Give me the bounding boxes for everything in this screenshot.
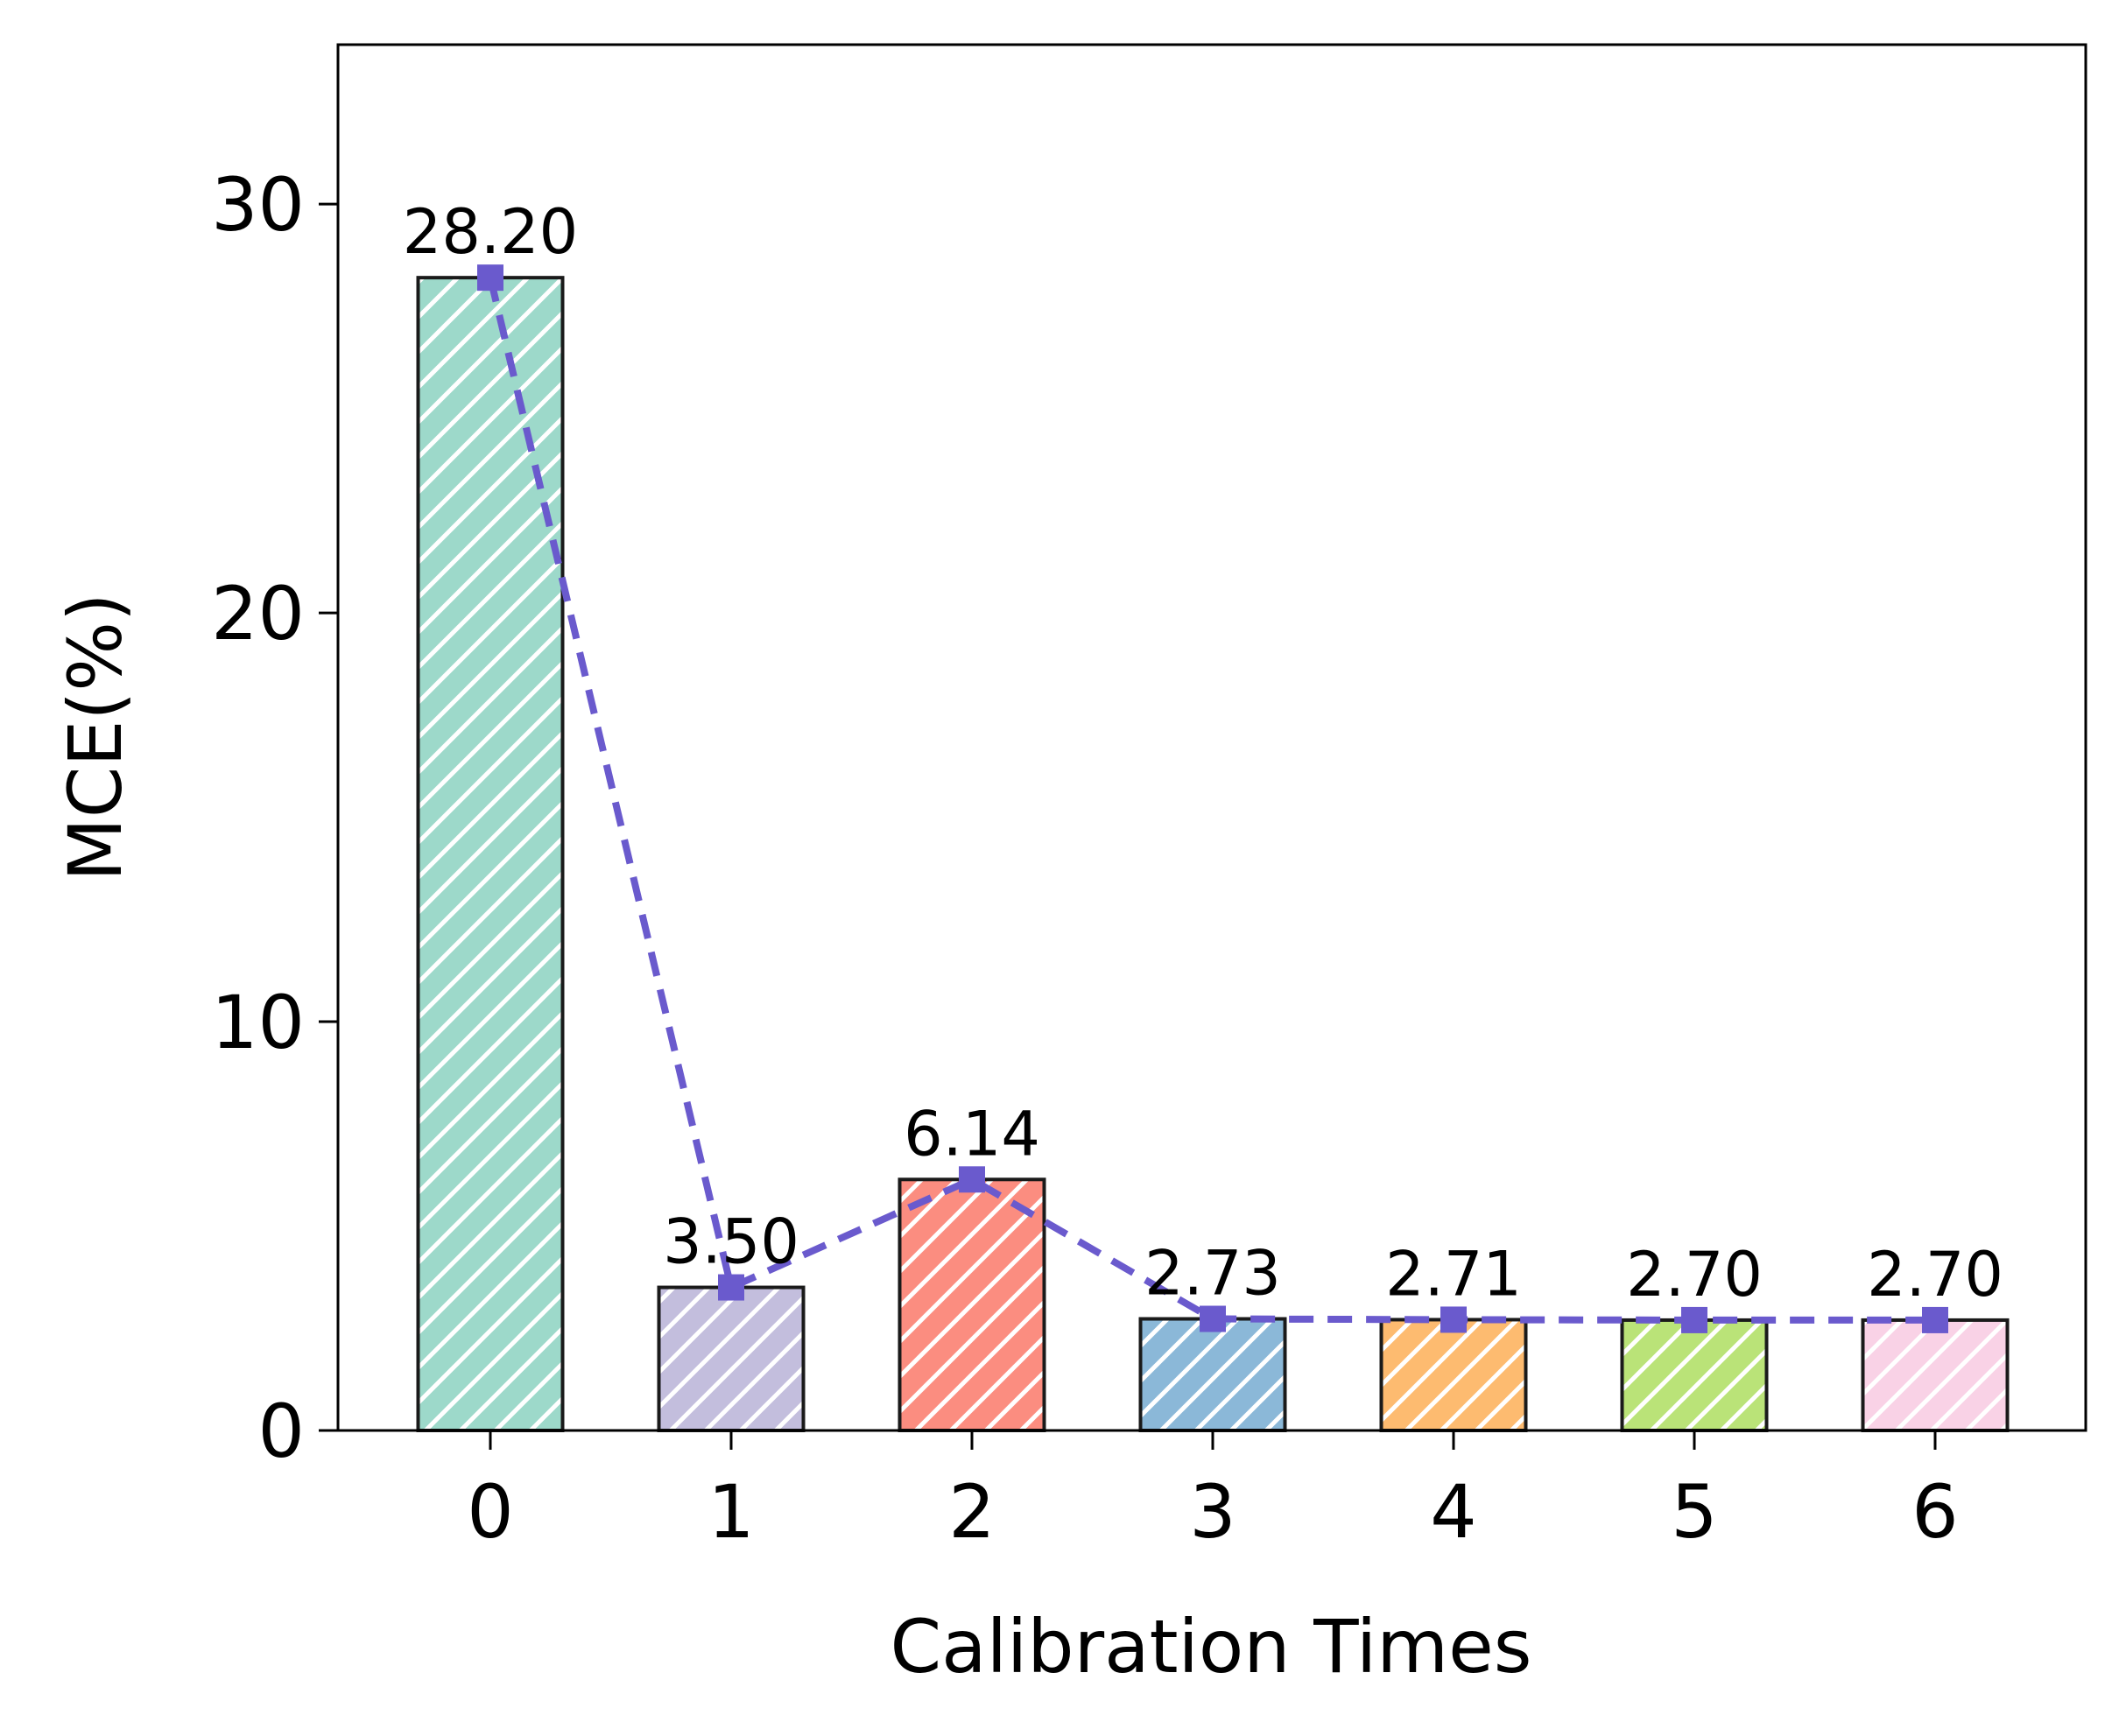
trend-marker-2 — [959, 1166, 985, 1193]
data-labels-layer: 28.20 3.50 6.14 2.73 2.71 2.70 2.70 — [403, 196, 2003, 1311]
trend-marker-5 — [1681, 1306, 1707, 1333]
data-label-3: 2.73 — [1144, 1238, 1281, 1310]
y-tick-label-0: 0 — [258, 1388, 305, 1474]
bar-hatch — [1140, 1318, 1285, 1430]
bar-6 — [1861, 1318, 2010, 1433]
y-tick-label-10: 10 — [211, 980, 305, 1065]
data-label-5: 2.70 — [1626, 1239, 1763, 1311]
x-tick-label-3: 3 — [1189, 1469, 1235, 1555]
bar-5 — [1620, 1318, 1769, 1433]
trend-marker-0 — [477, 264, 503, 292]
x-axis-title: Calibration Times — [890, 1604, 1531, 1690]
x-tick-label-1: 1 — [708, 1469, 754, 1555]
bar-hatch — [418, 278, 563, 1430]
y-axis-title: MCE(%) — [53, 593, 138, 882]
bar-2 — [898, 1177, 1046, 1432]
x-tick-label-4: 4 — [1430, 1469, 1476, 1555]
bar-0 — [416, 276, 565, 1433]
x-tick-label-5: 5 — [1671, 1469, 1717, 1555]
trend-marker-6 — [1922, 1306, 1948, 1333]
trend-line — [487, 277, 1935, 1324]
bar-hatch — [1381, 1319, 1526, 1430]
trend-line-layer — [477, 264, 1948, 1333]
bar-3 — [1138, 1317, 1287, 1432]
bar-1 — [657, 1285, 806, 1433]
y-tick-label-20: 20 — [211, 571, 305, 657]
data-label-6: 2.70 — [1867, 1239, 2003, 1311]
bar-hatch — [1862, 1319, 2008, 1430]
bar-hatch — [658, 1287, 804, 1430]
y-tick-label-30: 30 — [211, 162, 305, 248]
x-tick-label-6: 6 — [1911, 1469, 1958, 1555]
x-tick-label-2: 2 — [948, 1469, 995, 1555]
data-label-0: 28.20 — [403, 196, 578, 268]
trend-marker-3 — [1200, 1305, 1226, 1332]
bar-hatch — [1622, 1319, 1767, 1430]
data-label-4: 2.71 — [1385, 1238, 1522, 1310]
x-tick-label-0: 0 — [467, 1469, 513, 1555]
y-axis: 0 10 20 30 — [211, 162, 338, 1474]
bar-hatch — [899, 1179, 1045, 1430]
data-label-2: 6.14 — [904, 1098, 1040, 1170]
bar-4 — [1379, 1318, 1528, 1432]
x-axis: 0 1 2 3 4 5 6 — [467, 1430, 1959, 1555]
trend-marker-1 — [718, 1274, 744, 1301]
trend-marker-4 — [1440, 1306, 1467, 1333]
data-label-1: 3.50 — [663, 1206, 799, 1278]
